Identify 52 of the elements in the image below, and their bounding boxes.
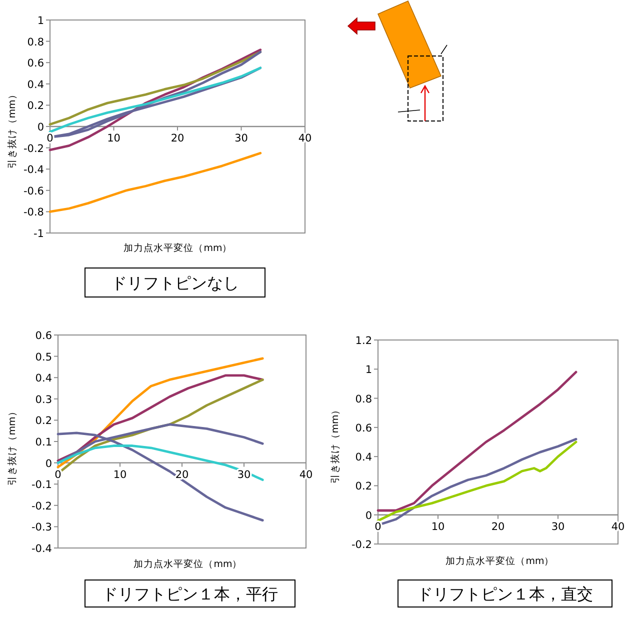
x-tick-label: 0 xyxy=(54,468,62,481)
x-axis-title: 加力点水平変位（mm） xyxy=(446,555,554,567)
x-tick-label: 30 xyxy=(234,132,248,144)
y-tick-label: 0.1 xyxy=(35,436,52,448)
y-tick-label: 0.6 xyxy=(35,330,52,342)
text: ドリフトピンなし xyxy=(111,274,239,292)
y-tick-label: 0.3 xyxy=(35,394,52,406)
x-axis-title: 加力点水平変位（mm） xyxy=(124,242,232,254)
y-tick-label: 0 xyxy=(37,122,44,134)
y-tick-label: -0.2 xyxy=(24,142,44,155)
y-tick-label: 0.5 xyxy=(35,351,52,364)
y-tick-label: 1.2 xyxy=(355,335,372,347)
y-tick-label: -0.2 xyxy=(352,539,372,551)
y-tick-label: 0.8 xyxy=(27,36,44,48)
x-tick-label: 30 xyxy=(237,468,251,481)
x-axis-title: 加力点水平変位（mm） xyxy=(134,558,242,570)
y-tick-label: -0.4 xyxy=(24,164,44,176)
y-tick-label: 0.4 xyxy=(35,372,52,385)
y-tick-label: 1 xyxy=(365,364,372,376)
text: ドリフトピン１本，平行 xyxy=(102,584,278,604)
y-tick-label: 0.2 xyxy=(35,415,52,428)
y-tick-label: -1 xyxy=(34,228,44,240)
y-tick-label: 0.6 xyxy=(355,422,372,434)
y-tick-label: 0 xyxy=(365,510,372,522)
y-tick-label: -0.2 xyxy=(32,500,52,512)
x-tick-label: 20 xyxy=(491,520,505,533)
y-tick-label: 0 xyxy=(45,458,52,470)
x-tick-label: 40 xyxy=(611,520,625,533)
y-tick-label: 0.2 xyxy=(355,480,372,493)
y-tick-label: -0.6 xyxy=(24,185,44,198)
y-tick-label: 0.2 xyxy=(27,100,44,112)
y-tick-label: -0.8 xyxy=(24,206,44,219)
y-axis-title: 引き抜け（mm） xyxy=(6,406,18,486)
y-tick-label: -0.3 xyxy=(32,522,52,534)
y-tick-label: 1 xyxy=(37,15,44,27)
y-tick-label: 0.6 xyxy=(27,58,44,70)
y-tick-label: 0.4 xyxy=(355,452,372,464)
y-tick-label: 0.8 xyxy=(355,393,372,406)
x-tick-label: 30 xyxy=(551,520,565,533)
y-tick-label: -0.1 xyxy=(32,479,52,492)
x-tick-label: 10 xyxy=(113,468,127,481)
y-axis-title: 引き抜け（mm） xyxy=(6,90,18,168)
y-tick-label: 0.4 xyxy=(27,78,44,91)
x-tick-label: 10 xyxy=(107,132,120,144)
text: ドリフトピン１本，直交 xyxy=(417,584,593,604)
y-tick-label: -0.4 xyxy=(32,543,52,555)
y-axis-title: 引き抜け（mm） xyxy=(329,404,341,484)
x-tick-label: 40 xyxy=(299,468,313,481)
x-tick-label: 20 xyxy=(170,132,184,144)
x-tick-label: 10 xyxy=(431,520,445,533)
x-tick-label: 20 xyxy=(175,468,189,481)
x-tick-label: 40 xyxy=(298,132,312,144)
